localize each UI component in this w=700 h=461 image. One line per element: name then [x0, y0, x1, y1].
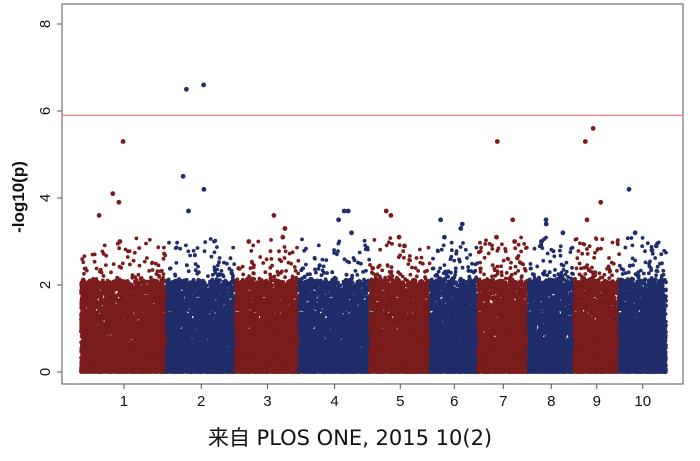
- snp-point: [103, 244, 107, 248]
- snp-point: [137, 273, 141, 277]
- snp-point: [151, 268, 155, 272]
- snp-point: [112, 262, 116, 266]
- snp-point: [162, 246, 166, 250]
- snp-point: [102, 274, 106, 278]
